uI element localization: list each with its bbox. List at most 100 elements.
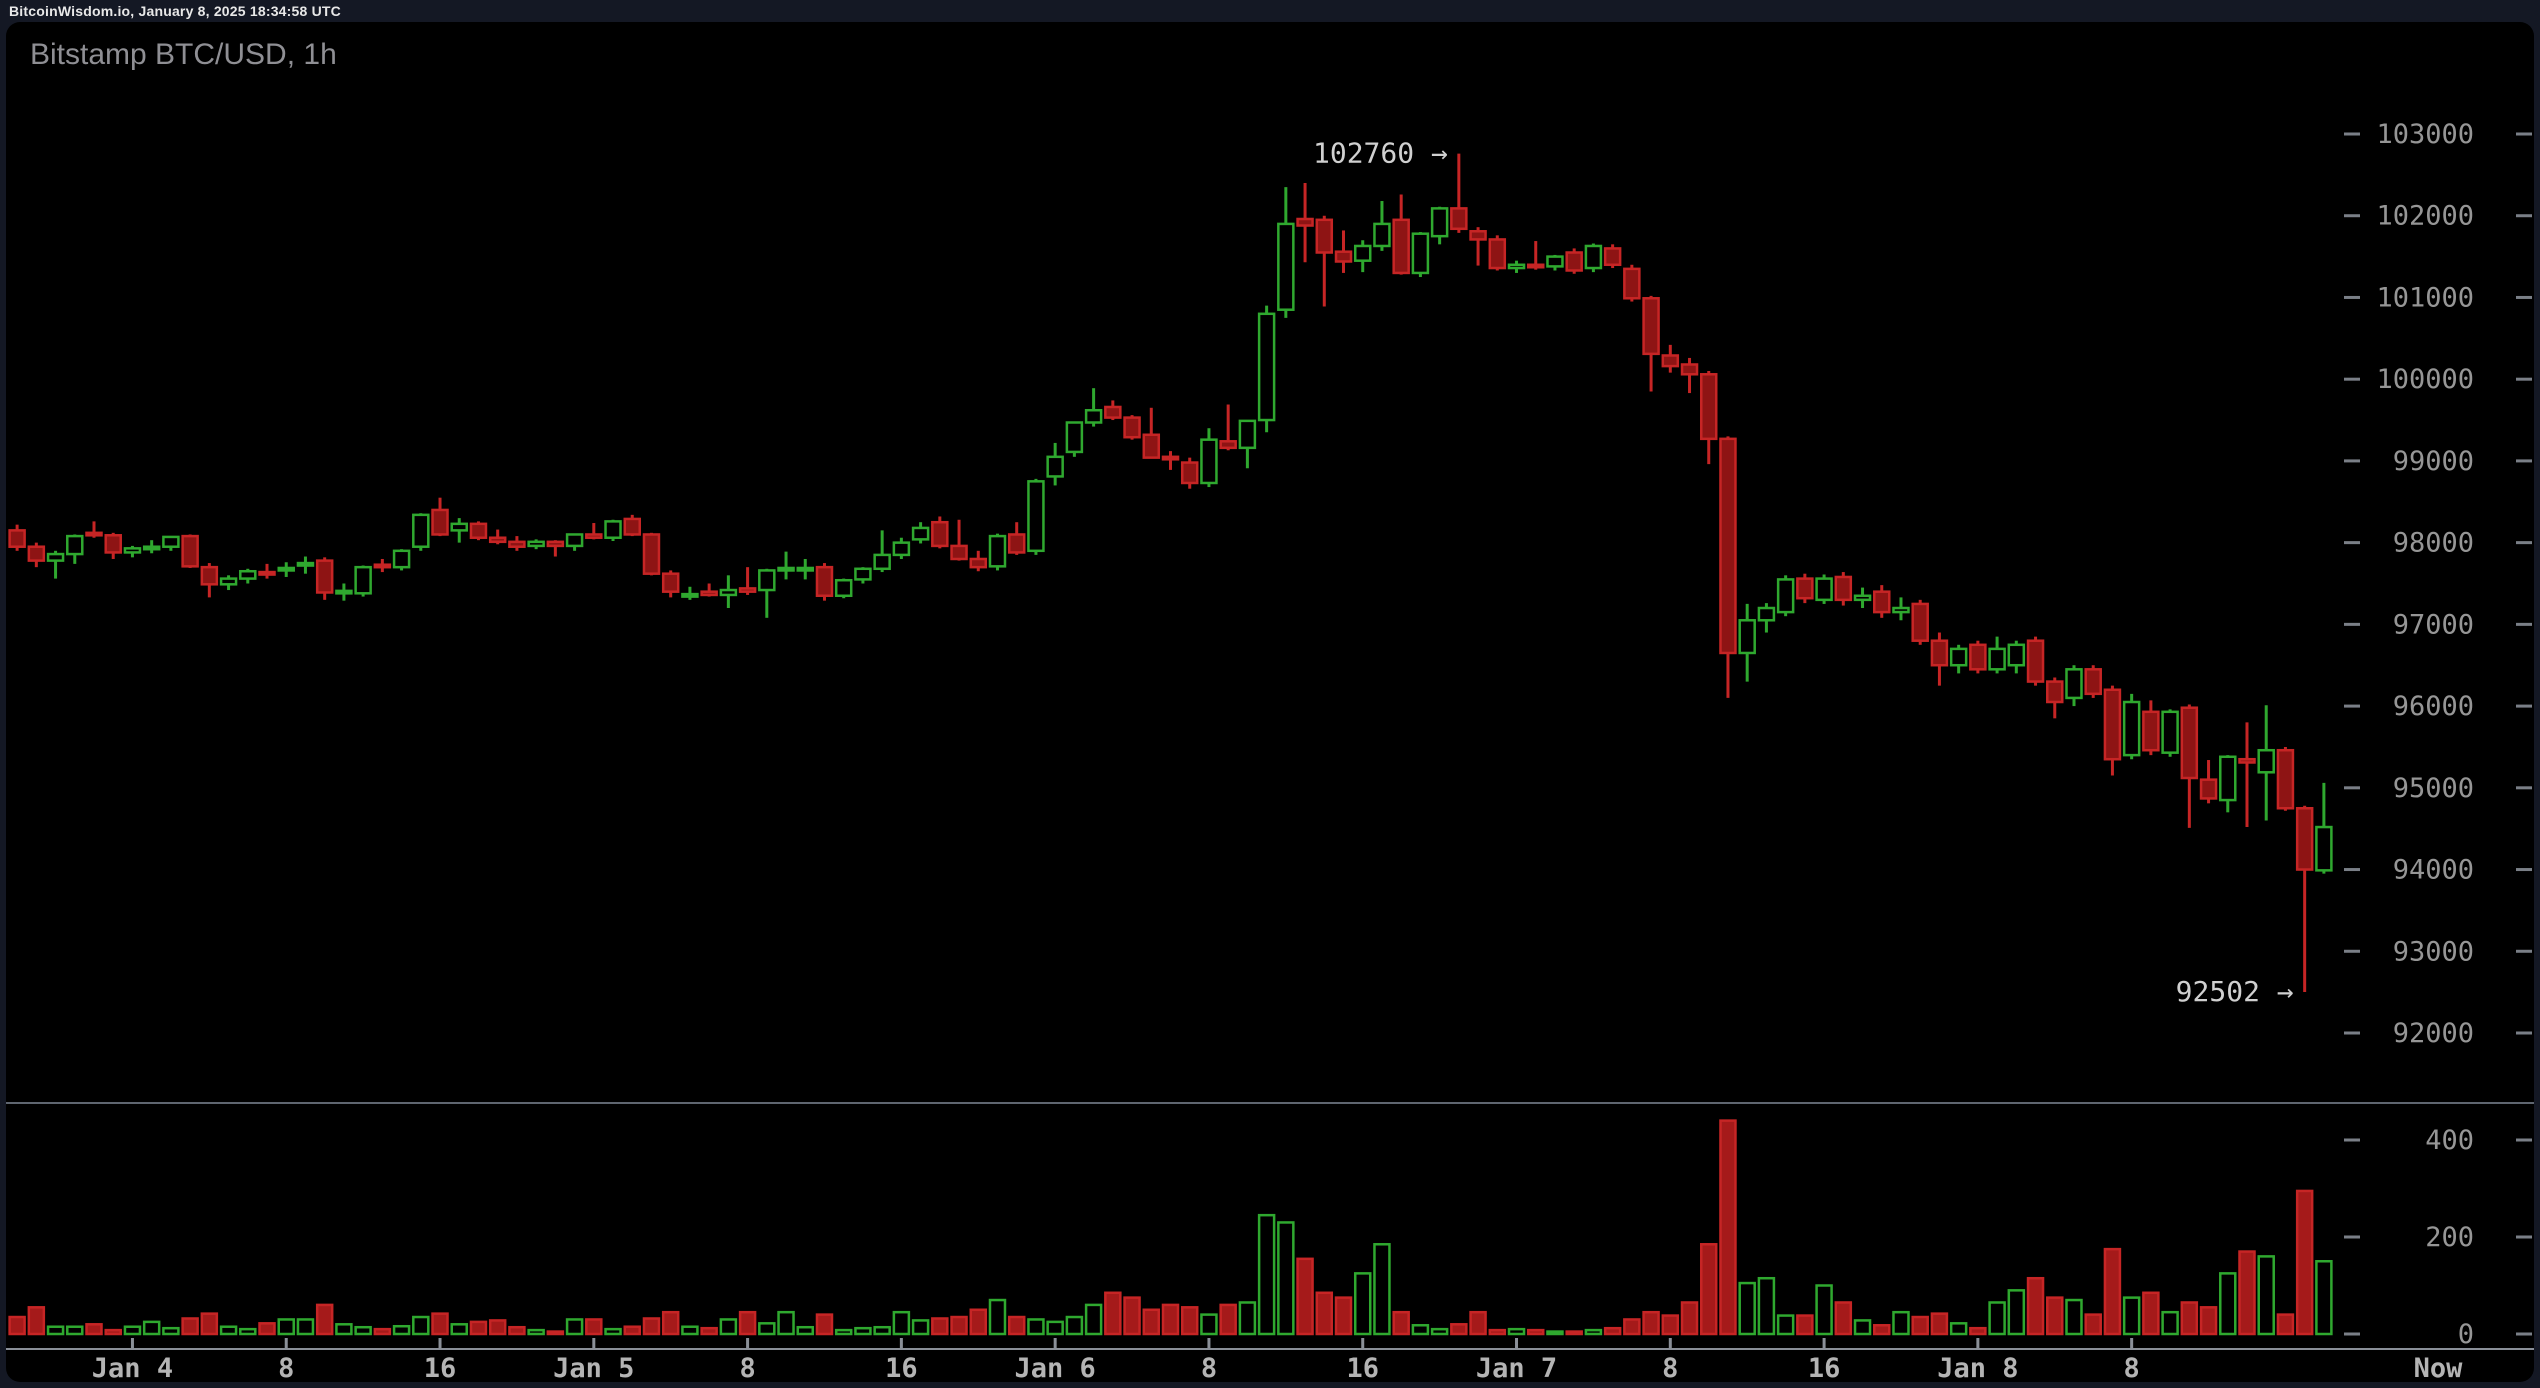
candle-body: [950, 544, 968, 561]
volume-bar: [219, 1325, 238, 1336]
candle-body: [1776, 578, 1795, 614]
candle-body: [1834, 575, 1853, 602]
price-axis-label: 93000: [2393, 936, 2474, 967]
candle-body: [2026, 639, 2045, 683]
volume-bar: [2161, 1310, 2179, 1336]
candle-body: [1027, 480, 1045, 553]
volume-bar: [950, 1315, 968, 1336]
candle-body: [1565, 251, 1583, 272]
time-axis-label: 8: [1201, 1353, 1217, 1382]
candle-body: [2007, 643, 2026, 667]
candle-body: [1411, 232, 1430, 275]
volume-bar: [1815, 1284, 1833, 1336]
candle-body: [969, 557, 988, 569]
volume-bar: [488, 1319, 507, 1336]
candle-body: [2276, 748, 2295, 810]
candle-body: [604, 520, 622, 539]
candle-body: [1699, 373, 1718, 441]
volume-bar: [1392, 1310, 1410, 1336]
candle-body: [758, 569, 776, 592]
now-label: Now: [2414, 1353, 2464, 1382]
volume-bar: [1488, 1328, 1507, 1336]
volume-bar: [642, 1317, 661, 1336]
volume-bar: [2142, 1291, 2160, 1336]
candle-body: [1584, 244, 1603, 270]
volume-bar: [931, 1317, 949, 1336]
candle-body: [2142, 710, 2160, 752]
candle-body: [1757, 606, 1776, 622]
candle-body: [1949, 647, 1968, 667]
volume-bar: [1296, 1257, 1314, 1336]
candle-body: [431, 508, 449, 536]
volume-bar: [1507, 1327, 1526, 1336]
time-axis-label: 16: [885, 1353, 918, 1382]
volume-bar: [969, 1308, 988, 1336]
candle-body: [1507, 263, 1526, 270]
volume-bar: [1450, 1323, 1468, 1336]
candle-body: [2180, 706, 2199, 780]
volume-bar: [1180, 1306, 1199, 1336]
candle-body: [219, 577, 238, 586]
high-price-annotation: 102760 →: [1313, 137, 1448, 170]
price-axis-label: 94000: [2393, 855, 2474, 886]
candle-body: [1257, 312, 1276, 422]
volume-bar: [2065, 1298, 2083, 1336]
volume-bar: [1546, 1330, 1564, 1336]
candle-body: [1719, 437, 1737, 655]
volume-bar: [1065, 1315, 1084, 1336]
time-axis-label: Jan 7: [1476, 1353, 1557, 1382]
volume-bar: [2257, 1255, 2275, 1336]
volume-bar: [2315, 1260, 2333, 1336]
candle-body: [181, 534, 199, 568]
volume-bar: [873, 1325, 891, 1336]
volume-bar: [527, 1328, 545, 1336]
volume-bar: [1469, 1310, 1487, 1336]
volume-bar: [431, 1312, 449, 1336]
volume-bar: [2219, 1272, 2237, 1336]
candle-body: [1046, 455, 1064, 478]
candle-body: [1180, 461, 1199, 485]
volume-bar: [277, 1318, 295, 1336]
chart-title: Bitstamp BTC/USD, 1h: [30, 38, 337, 71]
candle-body: [258, 570, 276, 576]
candle-body: [815, 565, 834, 598]
candle-body: [1469, 230, 1487, 241]
chart-panel[interactable]: Bitstamp BTC/USD, 1h 103000 102000 101000 1…: [6, 22, 2534, 1382]
volume-bar: [661, 1310, 680, 1336]
volume-bar: [2295, 1189, 2314, 1336]
volume-bar: [27, 1306, 46, 1336]
time-axis-label: Jan 6: [1015, 1353, 1096, 1382]
price-axis-label: 101000: [2376, 282, 2474, 313]
volume-bar: [335, 1323, 353, 1336]
volume-bar: [1007, 1315, 1026, 1336]
candle-body: [1450, 207, 1468, 231]
candlestick-chart[interactable]: 103000 102000 101000 100000 99000 98000 97000 9…: [6, 22, 2534, 1382]
volume-bar: [392, 1324, 411, 1336]
candle-body: [1353, 244, 1372, 262]
candle-body: [469, 522, 488, 539]
time-axis-label: 8: [1662, 1353, 1678, 1382]
volume-bar: [85, 1323, 103, 1336]
candle-body: [1623, 267, 1641, 300]
volume-bar: [738, 1310, 757, 1336]
candle-body: [988, 534, 1007, 568]
volume-bar: [508, 1325, 526, 1336]
candle-body: [1815, 577, 1833, 602]
volume-bar: [623, 1325, 642, 1336]
candle-body: [450, 522, 468, 532]
price-axis-label: 100000: [2376, 364, 2474, 395]
candle-body: [1546, 255, 1564, 268]
candle-body: [1219, 440, 1237, 450]
candle-body: [1738, 619, 1756, 655]
price-axis-label: 98000: [2393, 528, 2474, 559]
candle-body: [1084, 408, 1103, 424]
candle-body: [738, 587, 757, 593]
volume-bar: [1334, 1296, 1353, 1336]
candle-body: [546, 540, 565, 548]
volume-bar: [681, 1325, 699, 1336]
volume-bar: [1969, 1326, 1987, 1336]
volume-bar: [373, 1327, 392, 1336]
candle-body: [796, 566, 815, 572]
candle-body: [700, 590, 718, 597]
volume-bar: [2103, 1247, 2122, 1336]
